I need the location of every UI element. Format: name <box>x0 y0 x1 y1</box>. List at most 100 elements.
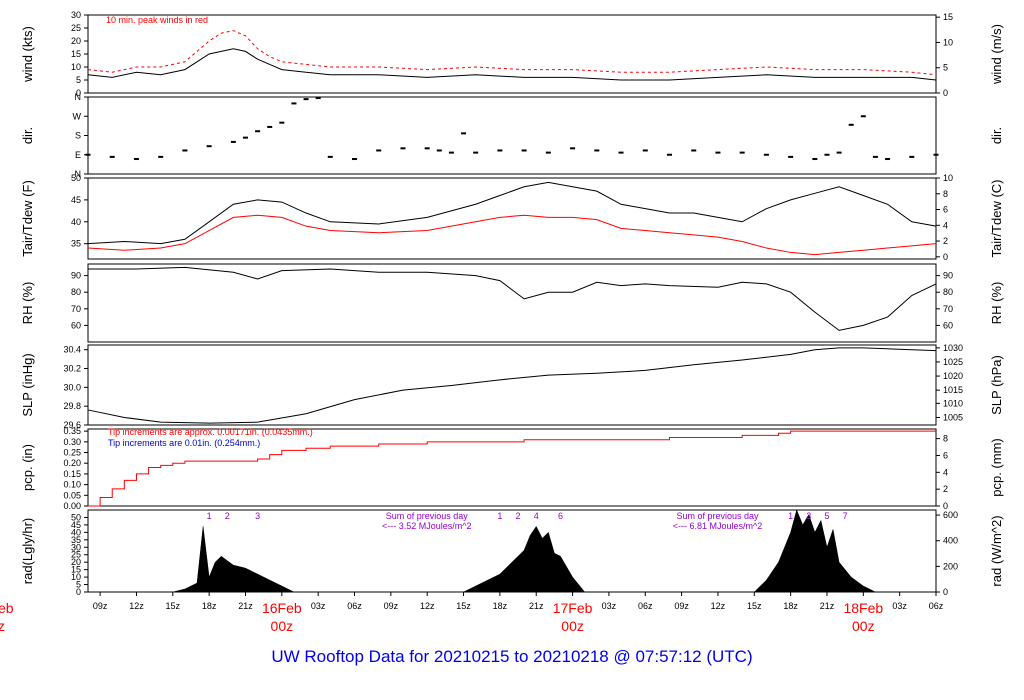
x-date-sublabel: 00z <box>852 618 875 634</box>
rad-hour-mark: 2 <box>516 511 521 521</box>
pcp-ytick-label-right: 0 <box>943 501 948 511</box>
x-date-label: 17Feb <box>553 600 593 616</box>
wind-series-line <box>87 48 937 81</box>
temp-ytick-label-right: 10 <box>943 173 953 183</box>
x-tick-label: 06z <box>347 601 362 611</box>
rad-day-sum-label: Sum of previous day <box>386 511 469 521</box>
dir-point <box>242 136 248 139</box>
rad-ytick-label-left: 35 <box>71 535 81 545</box>
x-tick-label: 06z <box>929 601 944 611</box>
pcp-annotation-2: Tip increments are 0.01in. (0.254mm.) <box>108 438 260 448</box>
pcp-ytick-label-left: 0.20 <box>63 458 81 468</box>
wind-ytick-label-left: 10 <box>71 62 81 72</box>
slp-series-line <box>87 347 937 424</box>
temp-frame <box>87 177 937 260</box>
pcp-ytick-label-left: 0.15 <box>63 469 81 479</box>
pcp-ytick-label-left: 0.00 <box>63 501 81 511</box>
dir-point <box>376 149 382 152</box>
x-tick-label: 21z <box>529 601 544 611</box>
dir-ylabel-left: dir. <box>20 127 35 144</box>
rad-hour-mark: 5 <box>824 511 829 521</box>
wind-ylabel-left: wind (kts) <box>20 26 35 83</box>
rad-ytick-label-left: 5 <box>76 580 81 590</box>
pcp-ytick-label-left: 0.25 <box>63 448 81 458</box>
rh-ytick-label-left: 90 <box>71 271 81 281</box>
pcp-ytick-label-right: 6 <box>943 450 948 460</box>
rad-ytick-label-left: 50 <box>71 512 81 522</box>
dir-point <box>230 140 236 143</box>
dir-point <box>666 153 672 156</box>
dir-point <box>473 151 479 154</box>
rad-hour-mark: 1 <box>788 511 793 521</box>
dir-point <box>909 155 915 158</box>
rad-hour-mark: 3 <box>255 511 260 521</box>
dir-point <box>933 153 939 156</box>
dir-point <box>521 149 527 152</box>
x-tick-label: 12z <box>711 601 726 611</box>
x-tick-label: 03z <box>892 601 907 611</box>
x-date-label: 16Feb <box>262 600 302 616</box>
slp-ylabel-right: SLP (hPa) <box>989 355 1004 415</box>
slp-ytick-label-right: 1010 <box>943 398 963 408</box>
x-tick-label: 21z <box>238 601 253 611</box>
dir-point <box>255 130 261 133</box>
slp-ytick-label-right: 1015 <box>943 385 963 395</box>
x-tick-label: 06z <box>638 601 653 611</box>
x-tick-label: 09z <box>384 601 399 611</box>
dir-point <box>836 151 842 154</box>
x-tick-label: 18z <box>493 601 508 611</box>
rh-ytick-label-right: 90 <box>943 271 953 281</box>
wind-ytick-label-left: 15 <box>71 49 81 59</box>
pcp-ytick-label-right: 4 <box>943 467 948 477</box>
dir-point <box>570 147 576 150</box>
pcp-ytick-label-left: 0.30 <box>63 437 81 447</box>
x-date-sublabel: z <box>0 618 5 634</box>
temp-ytick-label-right: 4 <box>943 220 948 230</box>
dir-point <box>158 155 164 158</box>
wind-ylabel-right: wind (m/s) <box>989 24 1004 85</box>
x-tick-label: 09z <box>674 601 689 611</box>
rh-series-line <box>88 266 937 331</box>
rad-series-area <box>172 509 876 593</box>
dir-point <box>824 153 830 156</box>
dir-point <box>691 149 697 152</box>
dir-point <box>206 145 212 148</box>
x-tick-label: 12z <box>420 601 435 611</box>
dir-point <box>739 151 745 154</box>
slp-ytick-label-left: 30.4 <box>63 345 81 355</box>
dir-point <box>872 155 878 158</box>
wind-ytick-label-left: 5 <box>76 75 81 85</box>
pcp-ytick-label-left: 0.10 <box>63 480 81 490</box>
temp-ytick-label-right: 8 <box>943 189 948 199</box>
temp-ytick-label-left: 35 <box>71 239 81 249</box>
rad-ytick-label-left: 40 <box>71 527 81 537</box>
wind-ytick-label-right: 5 <box>943 63 948 73</box>
rad-hour-mark: 7 <box>843 511 848 521</box>
rad-ytick-label-left: 10 <box>71 572 81 582</box>
dir-point <box>763 153 769 156</box>
x-tick-label: 15z <box>456 601 471 611</box>
pcp-ytick-label-right: 8 <box>943 434 948 444</box>
rh-ytick-label-right: 80 <box>943 287 953 297</box>
dir-point <box>109 155 115 158</box>
wind-ytick-label-right: 0 <box>943 88 948 98</box>
dir-point <box>182 149 188 152</box>
x-tick-label: 21z <box>820 601 835 611</box>
dir-point <box>812 158 818 161</box>
slp-frame <box>87 344 937 426</box>
rh-ylabel-left: RH (%) <box>20 282 35 325</box>
rad-ytick-label-left: 20 <box>71 557 81 567</box>
dir-ytick-label-left: W <box>73 111 82 121</box>
rad-day-sum-value: <--- 3.52 MJoules/m^2 <box>382 521 472 531</box>
temp-ytick-label-right: 2 <box>943 236 948 246</box>
dir-point <box>352 158 358 161</box>
dir-point <box>315 97 321 100</box>
wind-ytick-label-left: 25 <box>71 23 81 33</box>
pcp-series-line <box>88 430 936 507</box>
x-tick-label: 12z <box>129 601 144 611</box>
dir-point <box>545 151 551 154</box>
dir-point <box>497 149 503 152</box>
slp-ytick-label-left: 30.0 <box>63 382 81 392</box>
x-tick-label: 15z <box>166 601 181 611</box>
dir-point <box>279 121 285 124</box>
